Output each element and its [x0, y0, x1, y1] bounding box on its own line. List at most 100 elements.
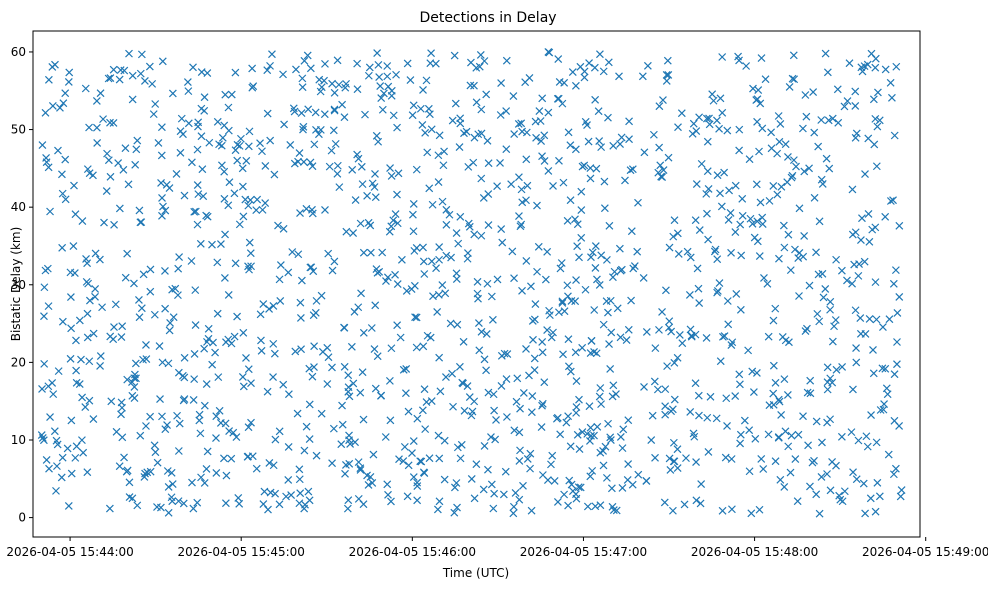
scatter-point	[194, 118, 203, 127]
scatter-point	[300, 56, 309, 65]
scatter-point	[453, 443, 462, 452]
scatter-point	[483, 136, 492, 145]
scatter-point	[221, 499, 230, 508]
scatter-point	[327, 146, 336, 155]
scatter-point	[425, 184, 434, 193]
scatter-point	[96, 255, 104, 264]
scatter-point	[434, 178, 443, 186]
scatter-point	[333, 169, 342, 178]
scatter-point	[114, 159, 123, 167]
scatter-point	[556, 430, 565, 439]
scatter-point	[81, 403, 90, 411]
scatter-point	[472, 460, 481, 469]
scatter-point	[823, 363, 832, 372]
scatter-point	[229, 428, 238, 437]
scatter-point	[158, 57, 167, 66]
scatter-point	[890, 131, 899, 140]
scatter-point	[246, 196, 255, 204]
scatter-point	[271, 489, 280, 498]
scatter-point	[118, 403, 126, 412]
scatter-point	[174, 291, 182, 300]
scatter-point	[320, 110, 329, 119]
scatter-point	[115, 462, 124, 471]
scatter-point	[543, 326, 552, 334]
scatter-point	[856, 314, 865, 323]
scatter-point	[484, 190, 493, 198]
scatter-point	[118, 322, 127, 331]
scatter-point	[71, 210, 80, 219]
scatter-point	[847, 428, 856, 437]
scatter-point	[247, 418, 255, 427]
y-tick-label: 60	[11, 45, 26, 59]
scatter-point	[737, 251, 746, 260]
scatter-point	[157, 179, 165, 187]
scatter-point	[279, 224, 288, 233]
scatter-point	[832, 365, 841, 374]
scatter-point	[705, 120, 714, 129]
scatter-point	[135, 296, 143, 304]
scatter-point	[552, 414, 561, 423]
scatter-point	[482, 90, 491, 99]
scatter-point	[280, 120, 289, 129]
scatter-point	[91, 292, 99, 301]
scatter-point	[858, 214, 866, 223]
scatter-point	[119, 165, 128, 174]
scatter-point	[422, 76, 431, 85]
scatter-point	[329, 126, 338, 135]
scatter-point	[755, 147, 763, 156]
scatter-point	[771, 457, 780, 466]
scatter-point	[227, 90, 236, 99]
scatter-point	[826, 486, 835, 495]
scatter-point	[469, 158, 478, 167]
scatter-point	[703, 209, 711, 218]
scatter-point	[480, 442, 489, 450]
scatter-point	[580, 161, 589, 170]
scatter-point	[42, 455, 51, 464]
scatter-point	[819, 293, 828, 302]
scatter-point	[208, 240, 216, 249]
scatter-point	[427, 49, 435, 58]
scatter-point	[304, 487, 313, 496]
scatter-point	[37, 431, 46, 439]
scatter-point	[891, 266, 900, 275]
scatter-point	[571, 348, 580, 357]
scatter-point	[96, 352, 105, 361]
scatter-point	[128, 71, 137, 80]
scatter-point	[364, 218, 373, 227]
scatter-point	[284, 443, 293, 451]
scatter-point	[49, 390, 58, 399]
scatter-point	[884, 450, 893, 459]
scatter-point	[321, 206, 329, 214]
scatter-point	[674, 123, 682, 132]
scatter-point	[128, 391, 137, 400]
scatter-point	[193, 498, 202, 507]
scatter-point	[451, 99, 460, 108]
scatter-point	[83, 333, 92, 342]
scatter-point	[764, 430, 773, 439]
scatter-point	[215, 406, 224, 415]
scatter-point	[571, 297, 580, 306]
scatter-point	[892, 62, 901, 71]
scatter-point	[895, 292, 904, 301]
scatter-point	[886, 197, 895, 205]
scatter-point	[625, 135, 633, 144]
scatter-point	[330, 106, 339, 115]
scatter-point	[310, 140, 319, 149]
scatter-point	[274, 221, 282, 230]
scatter-point	[81, 84, 90, 93]
scatter-point	[786, 468, 795, 477]
scatter-point	[354, 458, 363, 467]
scatter-point	[308, 372, 317, 381]
scatter-point	[873, 88, 882, 97]
scatter-point	[885, 315, 894, 324]
scatter-point	[497, 79, 506, 87]
scatter-point	[269, 339, 278, 348]
scatter-point	[875, 116, 884, 125]
scatter-point	[296, 298, 305, 307]
scatter-point	[244, 142, 253, 151]
scatter-point	[361, 110, 369, 119]
scatter-point	[564, 362, 573, 371]
scatter-point	[780, 482, 789, 491]
scatter-point	[441, 289, 450, 298]
scatter-point	[427, 257, 436, 266]
